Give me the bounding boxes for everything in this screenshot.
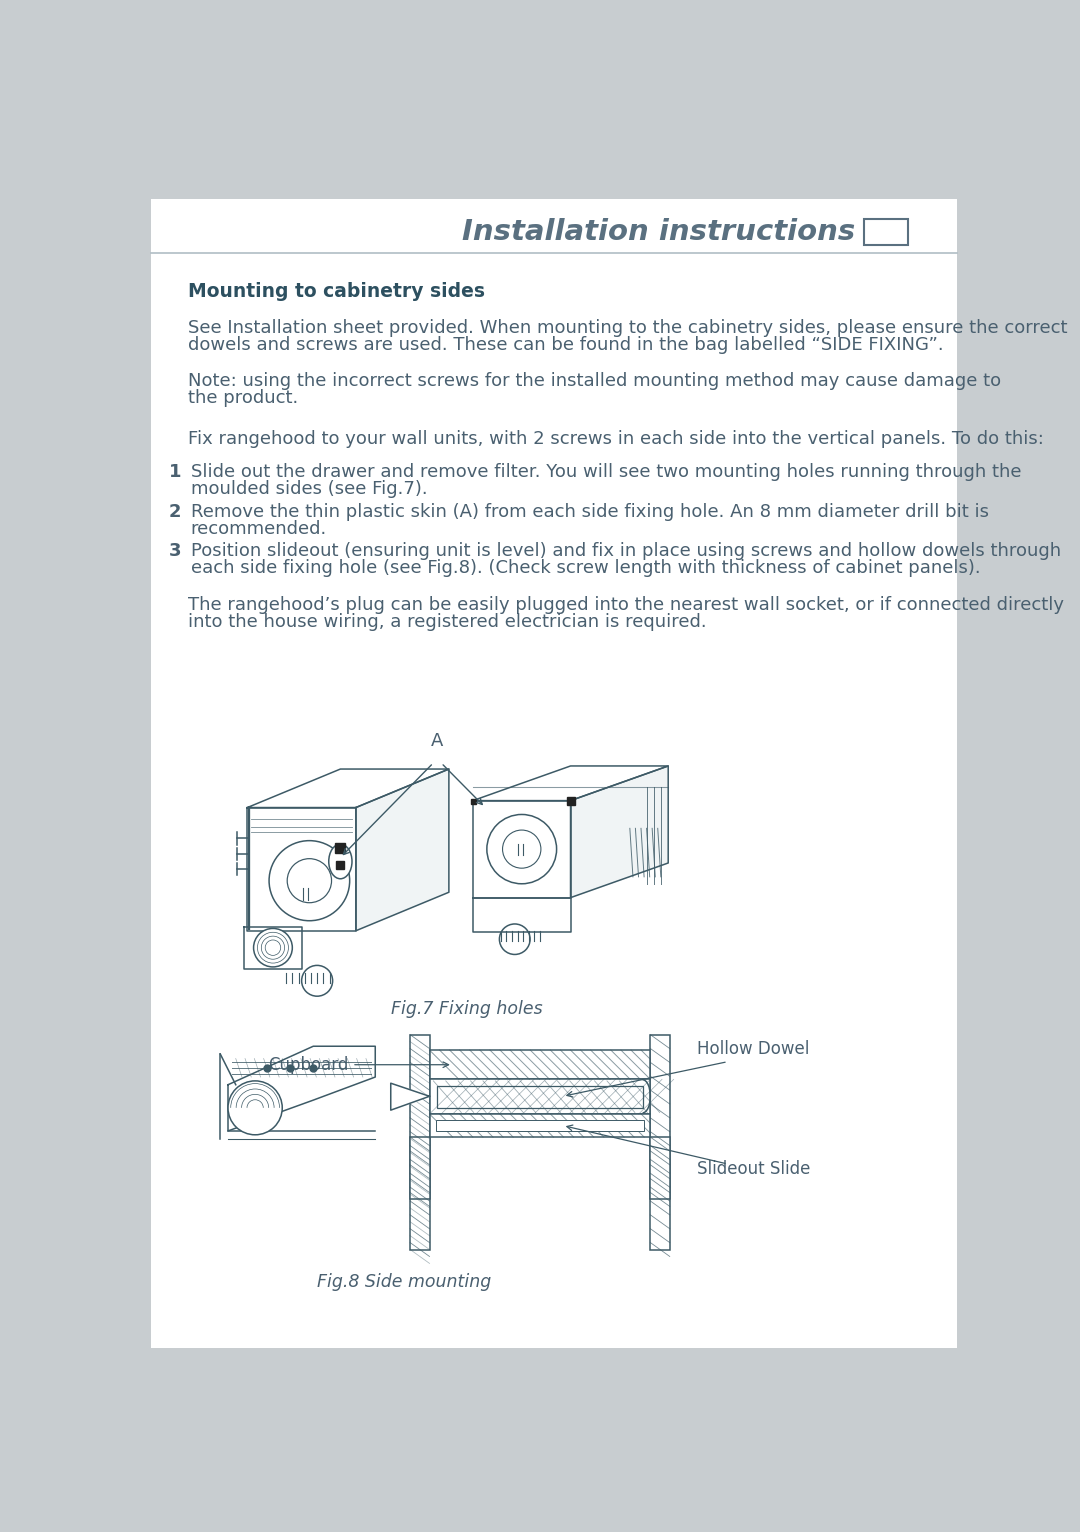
Bar bbox=[430, 1049, 650, 1080]
Text: the product.: the product. bbox=[188, 389, 298, 408]
Bar bbox=[864, 219, 908, 245]
Bar bbox=[435, 1120, 644, 1131]
Polygon shape bbox=[247, 769, 449, 807]
Bar bbox=[410, 1034, 430, 1250]
Circle shape bbox=[502, 830, 541, 869]
Polygon shape bbox=[391, 1083, 430, 1111]
Circle shape bbox=[228, 1082, 282, 1135]
Polygon shape bbox=[356, 769, 449, 931]
Circle shape bbox=[287, 858, 332, 902]
Text: 2: 2 bbox=[170, 504, 181, 521]
Circle shape bbox=[499, 924, 530, 954]
Text: each side fixing hole (see Fig.8). (Check screw length with thickness of cabinet: each side fixing hole (see Fig.8). (Chec… bbox=[191, 559, 981, 578]
Text: Hollow Dowel: Hollow Dowel bbox=[697, 1040, 809, 1057]
Text: Position slideout (ensuring unit is level) and fix in place using screws and hol: Position slideout (ensuring unit is leve… bbox=[191, 542, 1061, 559]
Polygon shape bbox=[570, 766, 669, 898]
Text: Fix rangehood to your wall units, with 2 screws in each side into the vertical p: Fix rangehood to your wall units, with 2… bbox=[188, 430, 1043, 449]
Text: Slide out the drawer and remove filter. You will see two mounting holes running : Slide out the drawer and remove filter. … bbox=[191, 463, 1022, 481]
Circle shape bbox=[269, 841, 350, 921]
Polygon shape bbox=[473, 766, 669, 801]
Text: See Installation sheet provided. When mounting to the cabinetry sides, please en: See Installation sheet provided. When mo… bbox=[188, 319, 1067, 337]
Text: into the house wiring, a registered electrician is required.: into the house wiring, a registered elec… bbox=[188, 613, 706, 631]
Polygon shape bbox=[243, 927, 301, 970]
Bar bbox=[430, 1080, 650, 1114]
Polygon shape bbox=[473, 801, 570, 898]
Polygon shape bbox=[473, 898, 570, 933]
Text: Mounting to cabinetry sides: Mounting to cabinetry sides bbox=[188, 282, 485, 302]
Bar bbox=[650, 1034, 670, 1250]
Text: Fig.8 Side mounting: Fig.8 Side mounting bbox=[318, 1273, 491, 1291]
Text: Cupboard: Cupboard bbox=[268, 1056, 348, 1074]
Text: A: A bbox=[431, 732, 444, 749]
Bar bbox=[430, 1114, 650, 1137]
Text: Installation instructions: Installation instructions bbox=[462, 219, 855, 247]
Text: Remove the thin plastic skin (A) from each side fixing hole. An 8 mm diameter dr: Remove the thin plastic skin (A) from ea… bbox=[191, 504, 989, 521]
Text: 1: 1 bbox=[170, 463, 181, 481]
Bar bbox=[650, 1137, 670, 1198]
Text: Note: using the incorrect screws for the installed mounting method may cause dam: Note: using the incorrect screws for the… bbox=[188, 372, 1001, 391]
Text: Slideout Slide: Slideout Slide bbox=[697, 1160, 810, 1178]
Polygon shape bbox=[247, 807, 356, 931]
Text: dowels and screws are used. These can be found in the bag labelled “SIDE FIXING”: dowels and screws are used. These can be… bbox=[188, 336, 943, 354]
Circle shape bbox=[254, 928, 293, 967]
Bar bbox=[437, 1086, 643, 1108]
Circle shape bbox=[487, 815, 556, 884]
Text: recommended.: recommended. bbox=[191, 521, 327, 538]
Circle shape bbox=[301, 965, 333, 996]
Text: moulded sides (see Fig.7).: moulded sides (see Fig.7). bbox=[191, 480, 428, 498]
Text: 3: 3 bbox=[170, 542, 181, 559]
Text: The rangehood’s plug can be easily plugged into the nearest wall socket, or if c: The rangehood’s plug can be easily plugg… bbox=[188, 596, 1064, 614]
Polygon shape bbox=[228, 1046, 375, 1131]
Text: Fig.7 Fixing holes: Fig.7 Fixing holes bbox=[391, 1000, 542, 1019]
Text: 5: 5 bbox=[880, 222, 892, 242]
Bar bbox=[410, 1137, 430, 1198]
Ellipse shape bbox=[328, 844, 352, 879]
